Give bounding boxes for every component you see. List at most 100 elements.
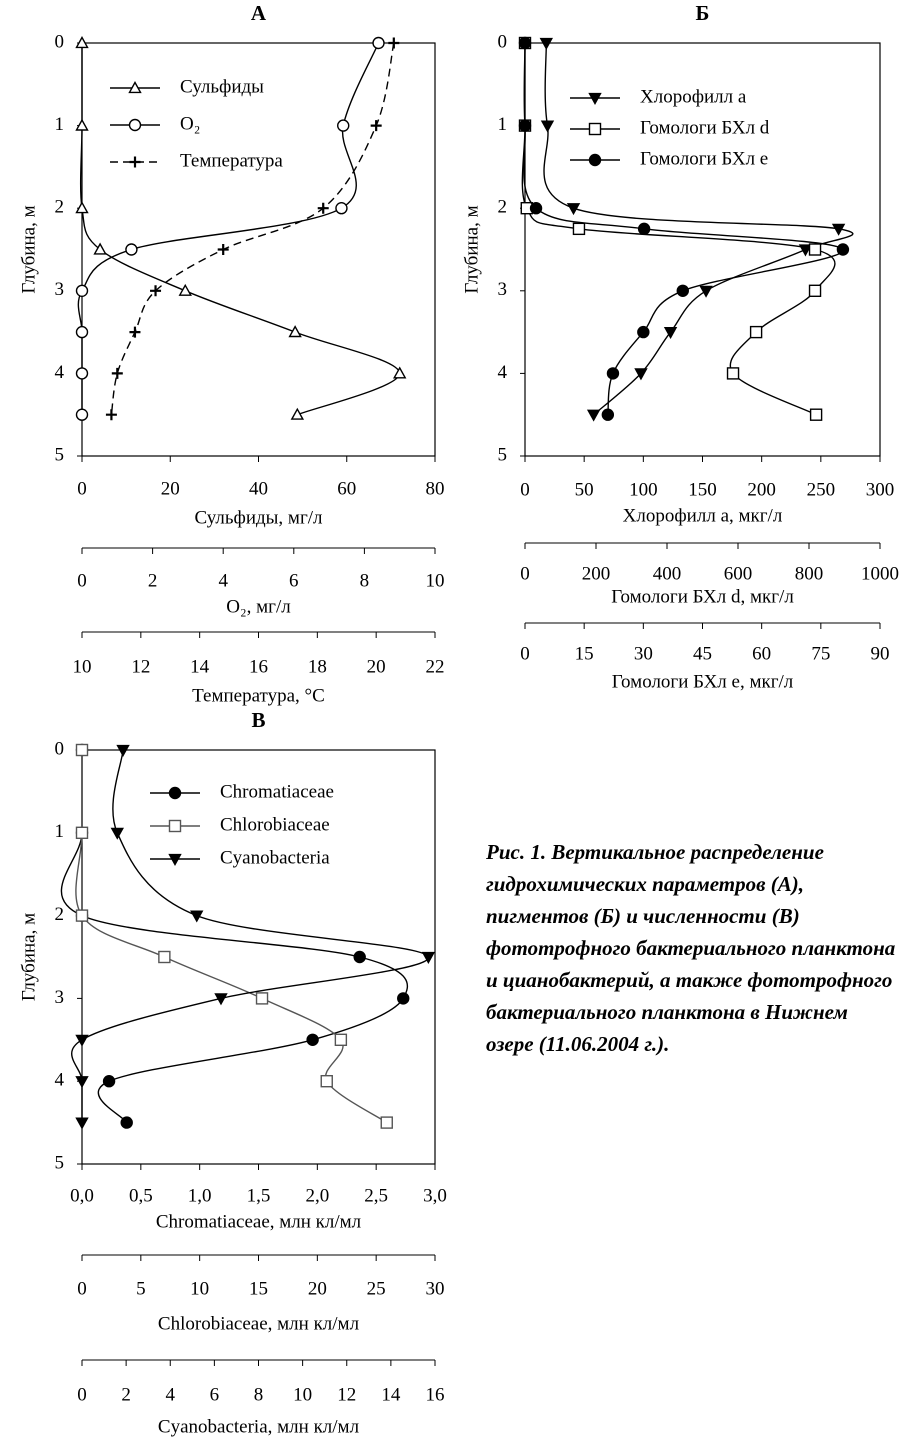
x-tick-label: 0,0 [70,1185,94,1206]
marker [129,326,141,338]
x-tick-label: 2,0 [305,1185,329,1206]
y-tick-label: 3 [498,279,508,300]
marker [566,203,581,216]
marker [116,744,130,757]
legend-marker [168,853,182,866]
y-tick-label: 2 [498,197,508,218]
y-tick-label: 0 [55,31,65,52]
y-tick-label: 5 [55,1152,65,1173]
x-tick-label: 80 [426,478,445,499]
x-tick-label: 1,0 [188,1185,212,1206]
x-tick-label: 75 [811,643,830,664]
marker [75,1034,89,1047]
marker [75,826,89,839]
x-tick-label: 1000 [861,563,899,584]
marker [809,408,823,421]
x-tick-label: 250 [807,479,836,500]
y-tick-label: 2 [55,197,65,218]
caption: Рис. 1. Вертикальное распределение гидро… [486,840,896,1056]
y-tick-label: 0 [55,738,65,759]
legend-label: O₂ [180,113,200,134]
marker [808,243,822,256]
x-axis-label: Cyanobacteria, млн кл/мл [158,1416,360,1437]
legend-label: Хлорофилл a [640,86,747,107]
series-line [60,750,409,1124]
x-tick-label: 0 [520,563,530,584]
x-tick-label: 6 [289,570,299,591]
marker [190,910,204,923]
marker [75,36,89,49]
legend-marker [128,118,142,132]
marker [150,285,162,297]
x-tick-label: 50 [575,479,594,500]
marker [637,222,651,236]
y-tick-label: 4 [55,1070,65,1091]
marker [586,409,601,422]
y-tick-label: 1 [498,114,508,135]
x-tick-label: 14 [190,656,210,677]
x-tick-label: 10 [73,656,92,677]
x-tick-label: 30 [426,1278,445,1299]
x-axis-label: Гомологи БХл e, мкг/л [612,671,794,692]
marker [337,119,350,132]
x-axis-label: Chromatiaceae, млн кл/мл [156,1211,362,1232]
marker [808,284,822,297]
y-tick-label: 4 [55,362,65,383]
legend-marker [588,92,602,105]
legend-label: Сульфиды [180,76,264,97]
y-tick-label: 0 [498,31,508,52]
marker [105,409,117,421]
x-tick-label: 2,5 [364,1185,388,1206]
x-tick-label: 30 [634,643,653,664]
y-tick-label: 5 [498,444,508,465]
series-line [75,750,388,1124]
marker [75,743,89,757]
marker [601,408,615,421]
marker [178,283,192,296]
x-tick-label: 15 [249,1278,268,1299]
x-tick-label: 5 [136,1278,146,1299]
series-line [77,42,380,415]
legend-label: Гомологи БХл d [640,117,770,138]
x-tick-label: 8 [254,1384,264,1405]
legend-marker [128,81,142,94]
marker [75,118,89,131]
x-axis-label: Температура, °С [192,685,325,706]
marker [75,284,89,297]
x-tick-label: 10 [426,570,445,591]
legend-label: Cyanobacteria [220,847,330,868]
marker [217,244,229,255]
y-tick-label: 2 [55,904,65,925]
x-tick-label: 14 [381,1384,401,1405]
x-tick-label: 0 [520,643,530,664]
marker [255,992,269,1005]
x-axis-label: Сульфиды, мг/л [195,507,324,528]
x-tick-label: 6 [210,1384,220,1405]
marker [676,284,689,297]
y-axis-label: Глубина, м [18,913,39,1001]
marker [572,222,586,236]
x-axis-label: O₂, мг/л [226,596,291,617]
marker [726,367,740,380]
marker [663,327,678,340]
marker [334,1033,348,1047]
chart-title: В [251,708,265,732]
legend-label: Chlorobiaceae [220,814,330,835]
marker [75,1076,89,1089]
marker [397,992,410,1005]
y-tick-label: 1 [55,114,65,135]
x-tick-label: 2 [121,1384,131,1405]
x-tick-label: 20 [161,478,180,499]
marker [306,1033,319,1047]
marker [539,37,553,50]
marker [158,950,171,964]
x-tick-label: 2 [148,570,158,591]
x-tick-label: 600 [724,563,753,584]
x-tick-label: 0 [520,479,530,500]
x-axis-label: Гомологи БХл d, мкг/л [611,586,794,607]
x-tick-label: 60 [752,643,771,664]
x-tick-label: 16 [426,1384,445,1405]
chart-title: А [251,1,267,25]
